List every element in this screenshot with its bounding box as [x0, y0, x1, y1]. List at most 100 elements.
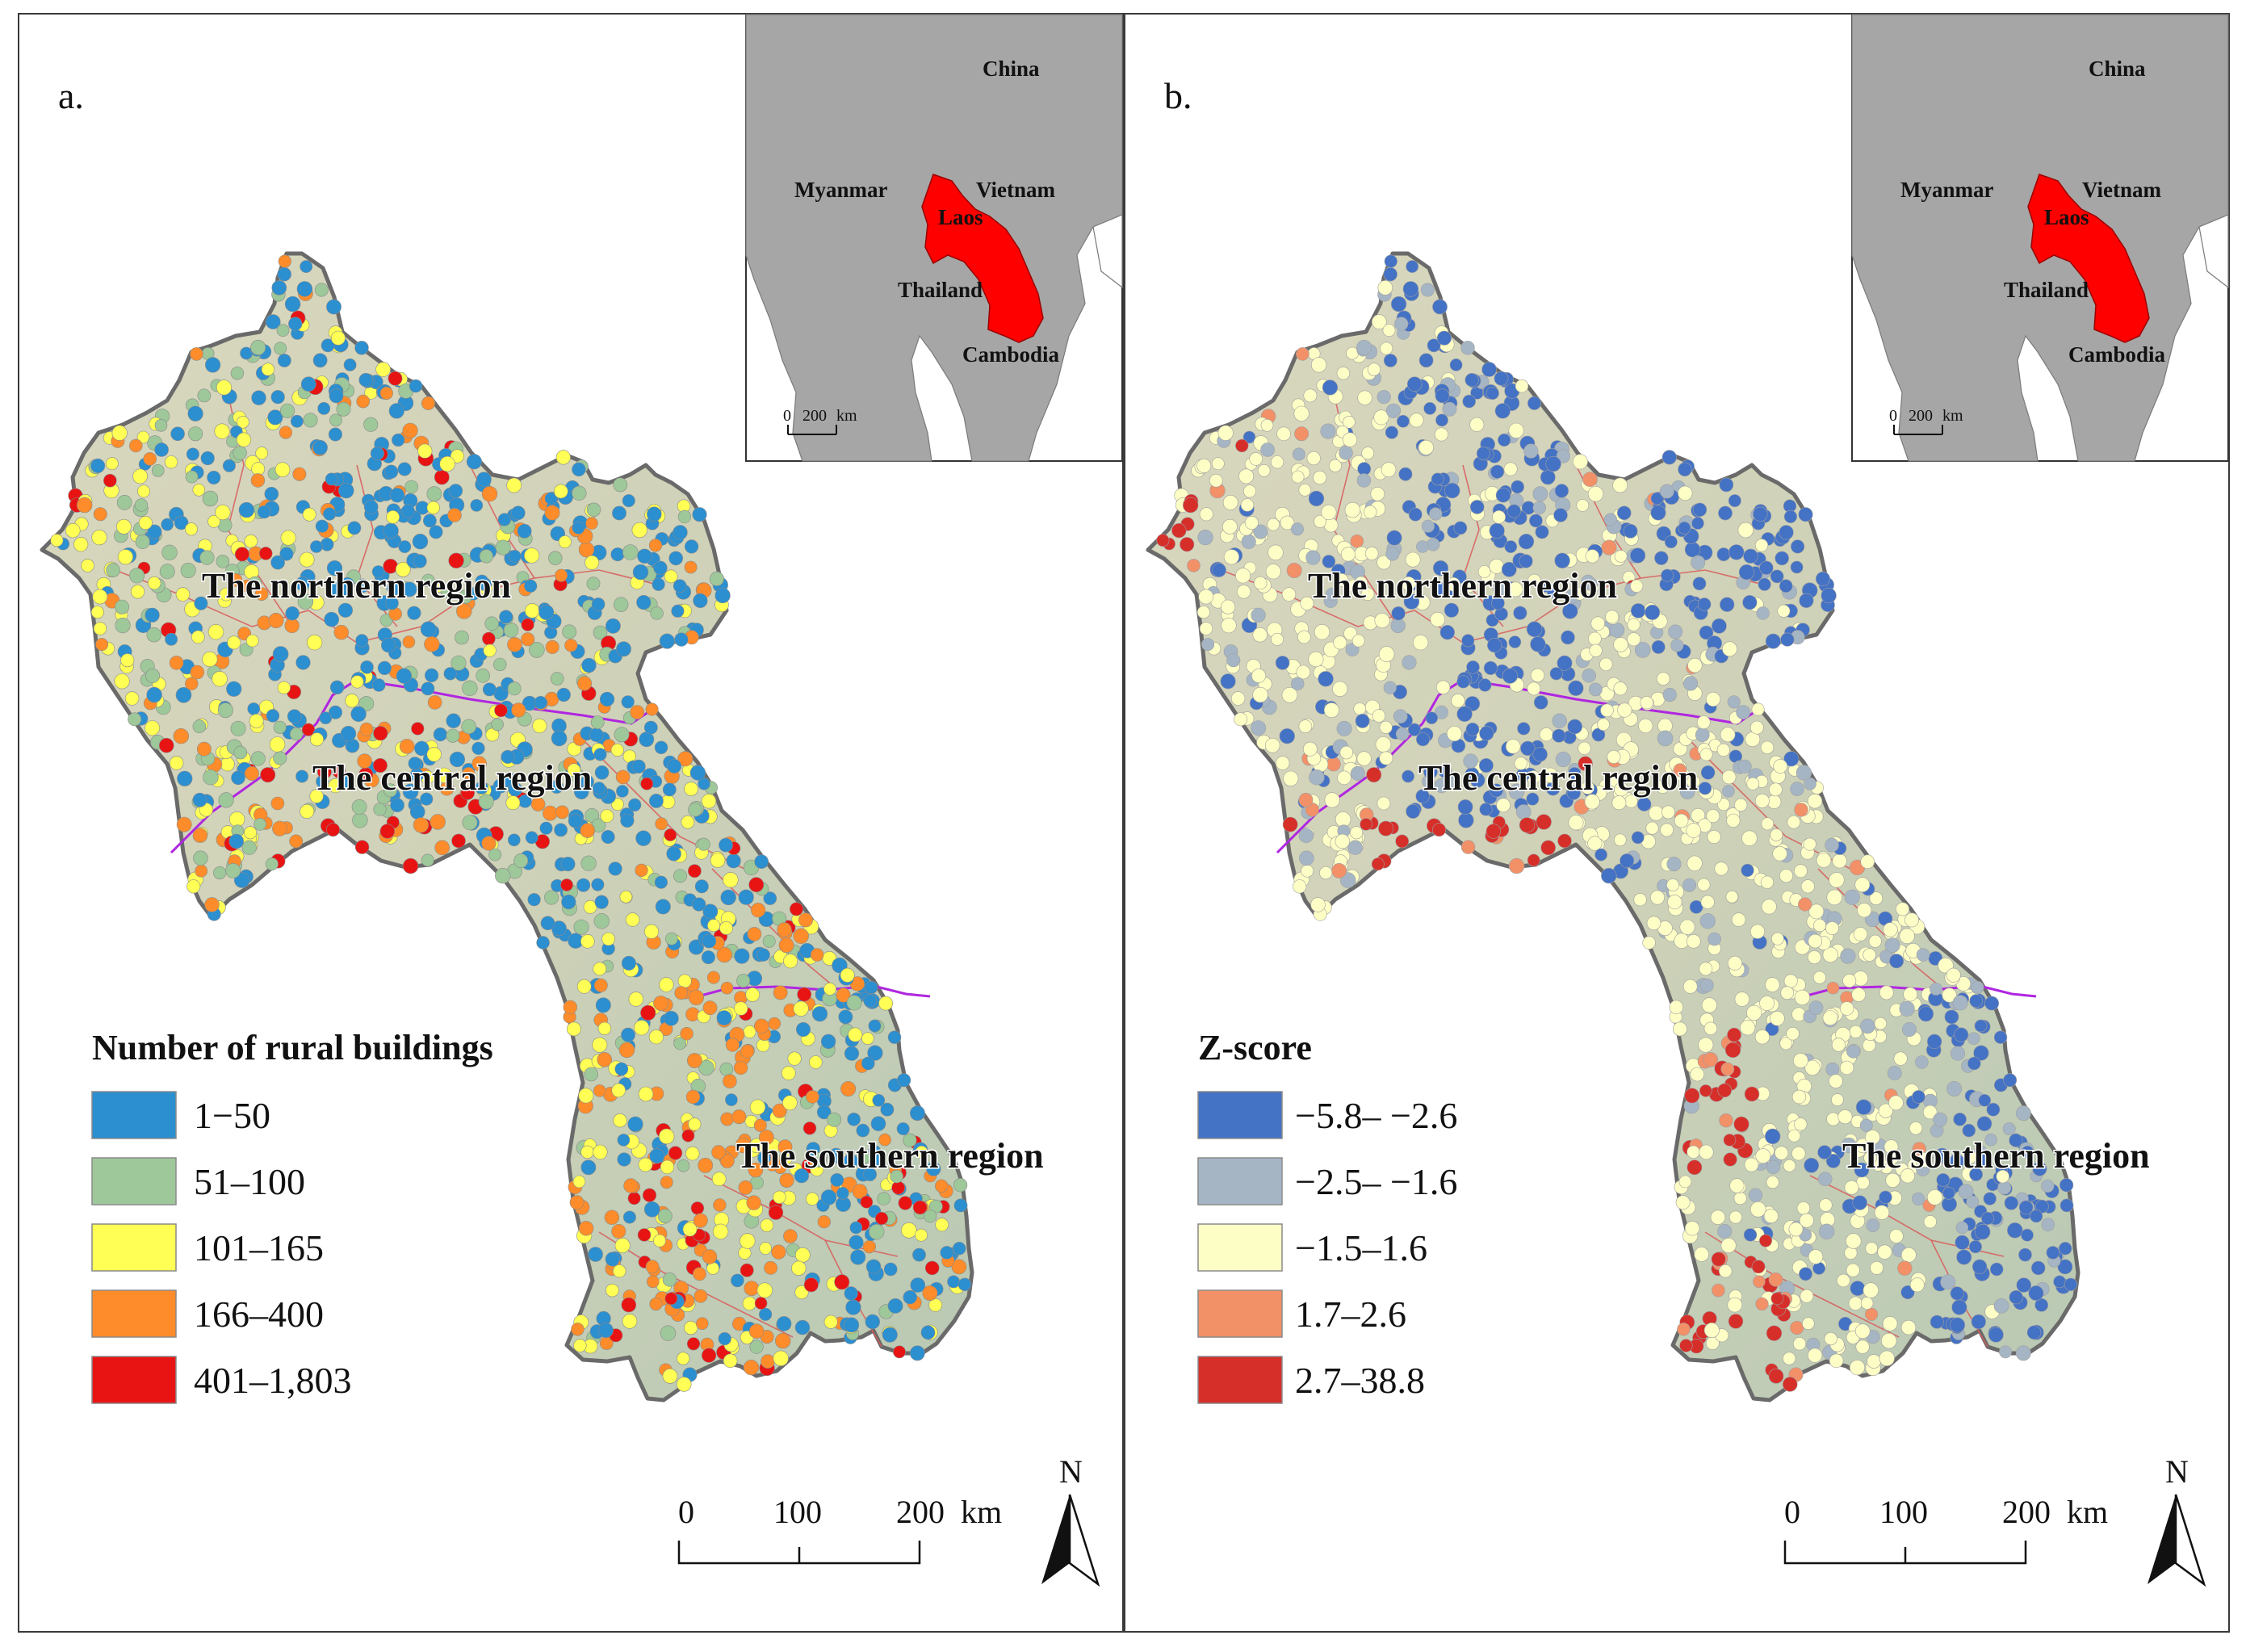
z-score-point [1973, 1045, 1989, 1061]
z-score-point [1969, 1168, 1984, 1181]
z-score-point [1899, 928, 1915, 945]
building-point [450, 449, 465, 463]
inset-scale-unit: km [836, 407, 857, 425]
building-point [93, 622, 107, 635]
building-point [260, 767, 276, 783]
building-point [216, 555, 230, 568]
z-score-point [1687, 657, 1703, 673]
building-point [145, 607, 160, 623]
building-point [551, 730, 568, 747]
panel-a-letter: a. [58, 75, 84, 116]
building-point [475, 781, 488, 795]
building-point [329, 413, 342, 427]
building-point [600, 809, 614, 824]
building-point [880, 1102, 895, 1117]
z-score-point [1568, 767, 1582, 780]
z-score-point [1212, 563, 1226, 577]
building-point [462, 767, 476, 780]
building-point [645, 702, 659, 716]
building-point [106, 563, 120, 577]
building-point [148, 576, 161, 590]
building-point [491, 718, 504, 732]
z-score-point [1832, 853, 1847, 869]
z-score-point [1949, 1153, 1965, 1169]
building-point [289, 834, 304, 849]
z-score-point [1557, 833, 1572, 849]
building-point [638, 1086, 654, 1102]
building-point [494, 703, 508, 718]
z-score-point [1974, 1223, 1991, 1240]
z-score-point [1519, 817, 1536, 833]
building-point [738, 1180, 753, 1195]
z-score-point [1298, 792, 1314, 807]
building-point [193, 850, 208, 866]
z-score-point [1461, 578, 1477, 593]
z-score-point [1765, 977, 1780, 992]
building-point [456, 603, 472, 619]
building-point [720, 889, 736, 906]
z-score-point [1561, 630, 1575, 645]
building-point [580, 934, 595, 949]
z-score-point [1798, 507, 1813, 522]
z-score-point [1694, 1247, 1709, 1262]
building-point [481, 836, 497, 851]
building-point [778, 937, 794, 954]
building-point [847, 1113, 861, 1126]
z-score-point [1842, 974, 1857, 988]
building-point [953, 1178, 968, 1193]
building-point [928, 1298, 943, 1312]
z-score-point [1587, 485, 1604, 502]
building-point [872, 1154, 886, 1168]
building-point [613, 1113, 627, 1128]
building-point [204, 897, 220, 912]
building-point [115, 617, 131, 634]
z-score-point [1798, 897, 1812, 912]
building-point [424, 636, 440, 652]
z-score-point [1684, 1088, 1700, 1104]
z-score-point [1638, 718, 1653, 734]
building-point [643, 924, 660, 939]
building-point [749, 1099, 766, 1115]
building-point [693, 1289, 708, 1303]
building-point [863, 994, 877, 1008]
building-point [605, 1283, 619, 1298]
z-score-point [1699, 1084, 1712, 1097]
building-point [593, 625, 608, 640]
z-score-point [1198, 589, 1214, 605]
building-point [664, 569, 678, 584]
building-point [278, 254, 291, 268]
z-score-point [1356, 339, 1372, 355]
building-point [188, 426, 203, 442]
building-point [310, 540, 323, 553]
building-point [471, 756, 487, 771]
z-score-point [1744, 1086, 1760, 1102]
building-point [401, 581, 417, 597]
legend-a-swatch-5 [91, 1356, 177, 1404]
building-point [840, 1081, 857, 1097]
z-score-point [1478, 678, 1492, 692]
building-point [426, 501, 440, 514]
building-point [630, 705, 645, 720]
building-point [642, 1188, 657, 1202]
z-score-point [1790, 560, 1804, 574]
building-point [333, 624, 349, 640]
building-point [329, 388, 344, 404]
z-score-point [1794, 989, 1811, 1005]
building-point [811, 1152, 827, 1168]
building-point [753, 1118, 767, 1132]
z-score-point [1340, 872, 1356, 888]
building-point [601, 829, 615, 844]
building-point [207, 623, 224, 640]
z-score-point [2028, 1285, 2044, 1302]
building-point [330, 330, 346, 346]
building-point [462, 815, 478, 831]
z-score-point [1829, 1074, 1843, 1088]
building-point [865, 980, 878, 995]
z-score-point [1332, 681, 1348, 697]
building-point [227, 635, 241, 650]
building-point [237, 415, 249, 429]
z-score-point [1863, 1151, 1877, 1165]
z-score-point [1837, 1273, 1850, 1288]
z-score-point [1804, 777, 1816, 790]
building-point [508, 550, 522, 563]
